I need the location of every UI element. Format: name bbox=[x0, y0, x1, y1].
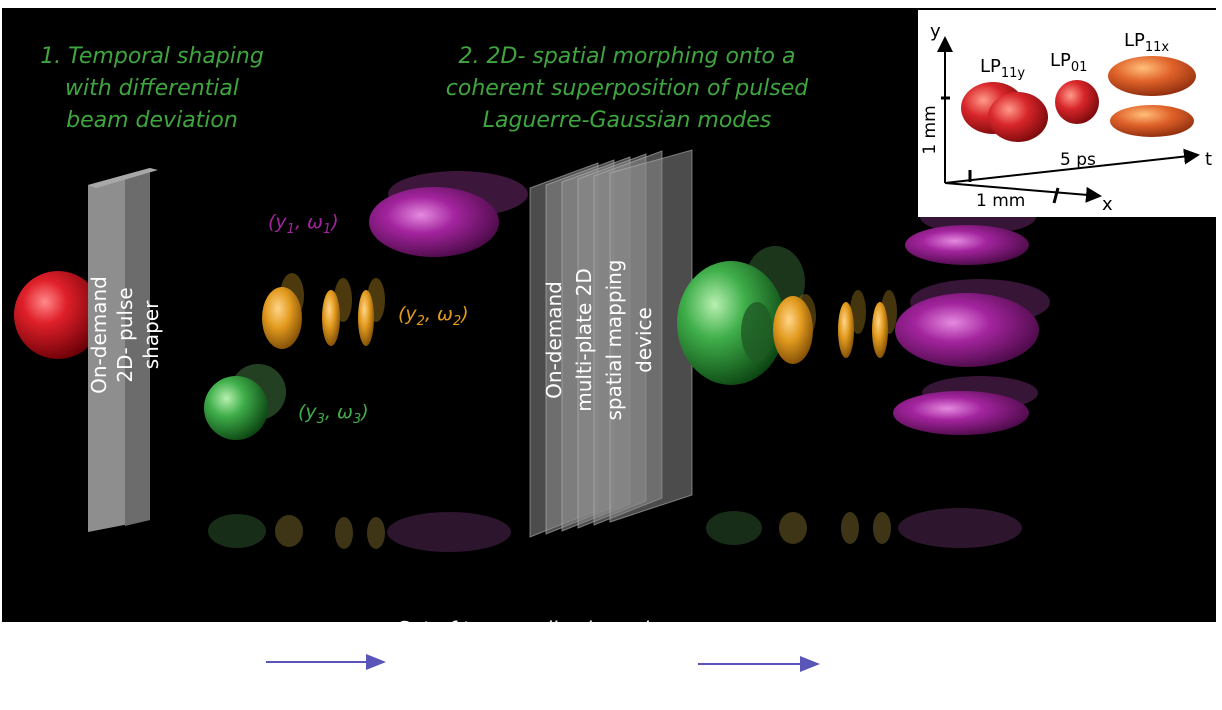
middle-caption-line2: vertically distributed bbox=[423, 647, 630, 671]
source-caption-line1: fs sech-pulse bbox=[91, 633, 222, 657]
lp01-pulse bbox=[1055, 80, 1099, 124]
projection-row-right bbox=[706, 508, 1022, 548]
step1-title-line3: beam deviation bbox=[66, 108, 238, 133]
inset-y-label: y bbox=[930, 21, 941, 42]
lp11y-label: LP11y bbox=[980, 56, 1025, 81]
input-gaussian-beam bbox=[14, 271, 102, 359]
inset-t-scale: 5 ps bbox=[1060, 150, 1096, 170]
mapper-label-line3: spatial mapping bbox=[602, 260, 626, 421]
result-caption: 3D-shaped space-time wavepacket bbox=[840, 649, 1194, 673]
step1-title-line2: with differential bbox=[65, 76, 239, 101]
beam3-label: (y3, ω3) bbox=[298, 401, 369, 427]
step2-title-line3: Laguerre-Gaussian modes bbox=[483, 108, 772, 133]
mapper-label-line4: device bbox=[632, 307, 656, 373]
inset-x-axis bbox=[944, 182, 1102, 203]
inset-x-label: x bbox=[1102, 194, 1113, 215]
lp11x-lobe-1 bbox=[1108, 56, 1196, 96]
beam1-label: (y1, ω1) bbox=[268, 211, 339, 237]
shaper-label-line3: shaper bbox=[139, 300, 163, 369]
projection-row-left bbox=[208, 512, 511, 552]
beam2-orange-pulses bbox=[262, 273, 385, 349]
inset-t-axis bbox=[944, 148, 1200, 184]
lp01-label: LP01 bbox=[1050, 50, 1087, 75]
lp11x-label: LP11x bbox=[1124, 30, 1169, 55]
mapper-label-line1: On-demand bbox=[542, 281, 566, 399]
shaper-label-line1: On-demand bbox=[87, 276, 111, 394]
lp11x-lobe-2 bbox=[1110, 105, 1194, 137]
lp11y-lobe-2 bbox=[988, 92, 1048, 142]
mapper-label-line2: multi-plate 2D bbox=[572, 268, 596, 411]
beam1-magenta-pulse bbox=[369, 187, 499, 257]
beam3-green-pulse bbox=[204, 376, 268, 440]
middle-caption-line1: Set of temporally-shaped, bbox=[397, 617, 656, 641]
shaper-label-line2: 2D- pulse bbox=[113, 287, 137, 382]
step2-title-line2: coherent superposition of pulsed bbox=[446, 76, 809, 101]
inset-t-label: t bbox=[1205, 149, 1212, 170]
multi-plate-device bbox=[529, 149, 693, 538]
step2-title-line1: 2. 2D- spatial morphing onto a bbox=[459, 44, 796, 69]
source-caption-line2: Gaussian beam bbox=[80, 663, 235, 687]
pulse-shaper-slab bbox=[88, 168, 158, 532]
inset-x-scale: 1 mm bbox=[976, 191, 1025, 211]
beam2-label: (y2, ω2) bbox=[398, 303, 469, 329]
inset-panel bbox=[918, 10, 1216, 217]
inset-y-scale: 1 mm bbox=[920, 105, 940, 154]
inset-x-tick bbox=[1052, 187, 1060, 204]
step1-title-line1: 1. Temporal shaping bbox=[40, 44, 264, 69]
middle-caption-line3: Gaussian beams bbox=[443, 677, 608, 701]
